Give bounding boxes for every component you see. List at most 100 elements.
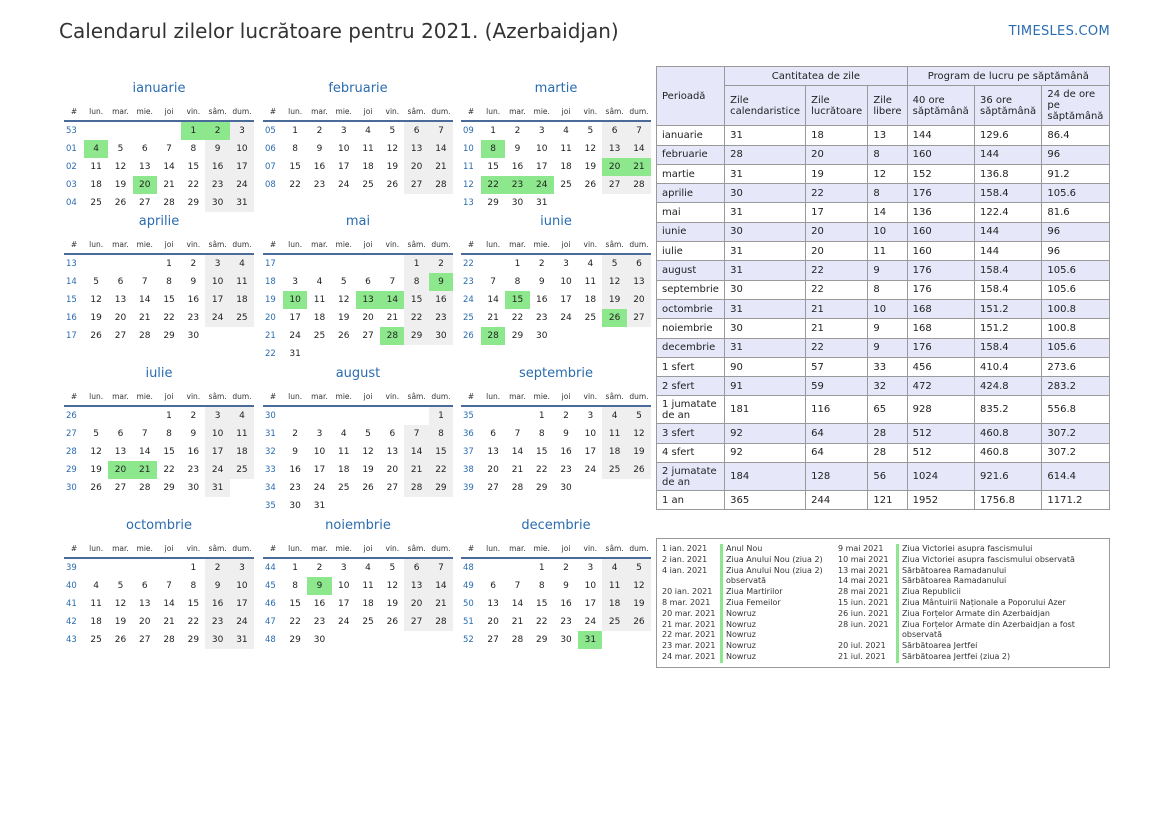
day-cell: 16 [205, 595, 230, 613]
day-cell: 22 [163, 313, 175, 323]
value-cell: 144 [906, 125, 976, 146]
day-cell: 29 [511, 331, 524, 341]
day-cell: 20 [108, 461, 133, 479]
holiday-item: 20 ian. 2021 Ziua Martirilor [662, 587, 830, 598]
table-row: februarie 28 20 8 160 144 96 [655, 144, 1110, 165]
day-cell: 25 [338, 483, 350, 493]
week-number: 17 [66, 331, 77, 341]
table-row: iulie 31 20 11 160 144 96 [655, 241, 1110, 262]
month-5: iunie # lun. mar. mie. joi vin. sâm. dum. 22 1 2 3 4 5… [461, 213, 652, 345]
week-number: 27 [66, 429, 77, 439]
day-cell: 26 [114, 635, 127, 645]
day-cell: 27 [139, 198, 151, 208]
day-cell: 24 [205, 461, 230, 479]
week-number: 43 [66, 635, 77, 645]
day-cell: 23 [205, 176, 230, 194]
day-cell: 24 [205, 309, 230, 327]
day-cell: 5 [93, 277, 100, 287]
day-header: mar. [505, 102, 530, 122]
day-cell: 21 [428, 595, 454, 613]
week-number: 09 [463, 126, 474, 136]
day-cell: 10 [560, 277, 572, 287]
day-cell: 17 [338, 162, 350, 172]
day-cell: 17 [560, 295, 572, 305]
empty-cell [578, 327, 602, 345]
day-cell: 19 [626, 595, 652, 613]
empty-cell [505, 559, 529, 577]
period-cell: octombrie [655, 298, 726, 320]
month-title: februarie [328, 81, 388, 96]
week-number: 49 [463, 581, 474, 591]
day-cell: 8 [190, 144, 197, 154]
day-cell: 31 [229, 631, 255, 649]
holiday-date: 21 iul. 2021 [838, 651, 886, 661]
day-cell: 13 [404, 577, 429, 595]
day-header: mar. [108, 387, 133, 407]
day-cell: 19 [602, 291, 627, 309]
day-cell: 12 [602, 273, 627, 291]
empty-cell [108, 122, 132, 140]
table-row: septembrie 30 22 8 176 158.4 105.6 [655, 279, 1110, 300]
day-cell: 4 [602, 559, 627, 577]
empty-cell [404, 631, 428, 649]
period-cell: iulie [655, 241, 726, 262]
day-cell: 14 [163, 162, 175, 172]
holiday-date: 15 iun. 2021 [838, 597, 889, 607]
day-cell: 9 [428, 273, 454, 291]
day-cell: 15 [163, 295, 175, 305]
holiday-item: 21 mar. 2021 Nowruz [662, 619, 830, 631]
day-cell: 25 [602, 613, 627, 631]
table-row: noiembrie 30 21 9 168 151.2 100.8 [655, 318, 1110, 339]
day-cell: 18 [362, 599, 374, 609]
day-header: mar. [307, 102, 332, 122]
value-cell: 168 [906, 318, 976, 339]
day-header: mar. [108, 539, 133, 559]
day-cell: 12 [626, 425, 652, 443]
day-header: lun. [283, 387, 308, 407]
empty-cell [356, 255, 380, 273]
week-number: 24 [463, 295, 474, 305]
day-cell: 1 [404, 255, 429, 273]
value-cell: 283.2 [1041, 376, 1110, 397]
holiday-date: 13 mai 2021 [838, 565, 889, 575]
days-group-header: Cantitatea de zile [724, 65, 908, 87]
day-header: mie. [132, 102, 157, 122]
day-cell: 11 [362, 581, 374, 591]
day-cell: 15 [487, 162, 499, 172]
holiday-item: 1 ian. 2021 Anul Nou [662, 544, 830, 555]
holiday-name: Nowruz [720, 651, 830, 663]
empty-cell [404, 497, 428, 515]
table-row: august 31 22 9 176 158.4 105.6 [655, 260, 1110, 281]
value-cell: 33 [867, 356, 908, 378]
empty-cell [307, 255, 331, 273]
day-cell: 13 [139, 599, 151, 609]
day-cell: 21 [163, 617, 175, 627]
day-header: mie. [529, 387, 554, 407]
day-cell: 16 [560, 599, 572, 609]
empty-cell [627, 327, 651, 345]
holiday-item: 8 mar. 2021 Ziua Femeilor [662, 597, 830, 609]
month-grid: # lun. mar. mie. joi vin. sâm. dum. 44 1 2 3 4 5 6 7 45 8… [263, 539, 454, 649]
day-cell: 14 [511, 599, 524, 609]
holiday-item: 9 mai 2021 Ziua Victoriei asupra fascismu… [838, 544, 1101, 555]
day-cell: 19 [626, 443, 652, 461]
day-cell: 30 [428, 327, 454, 345]
week-number: 30 [66, 483, 77, 493]
holiday-date: 4 ian. 2021 [662, 565, 708, 575]
empty-cell [380, 255, 404, 273]
day-cell: 9 [205, 577, 230, 595]
brand-link[interactable]: TIMESLES.COM [1008, 24, 1110, 39]
holiday-list: 1 ian. 2021 Anul Nou 2 ian. 2021 Ziua Anulu… [656, 538, 1110, 668]
day-cell: 24 [584, 465, 597, 475]
day-cell: 4 [365, 126, 371, 136]
value-cell: 11 [867, 241, 908, 262]
month-4: mai # lun. mar. mie. joi vin. sâm. dum. 17 1 2 18 3 4 5… [263, 213, 454, 363]
empty-cell [429, 631, 453, 649]
day-cell: 26 [386, 180, 399, 190]
value-cell: 31 [724, 163, 807, 185]
empty-cell [157, 122, 181, 140]
day-cell: 1 [292, 126, 299, 136]
day-cell: 6 [141, 144, 148, 154]
value-cell: 13 [867, 125, 908, 146]
day-cell: 9 [316, 144, 323, 154]
